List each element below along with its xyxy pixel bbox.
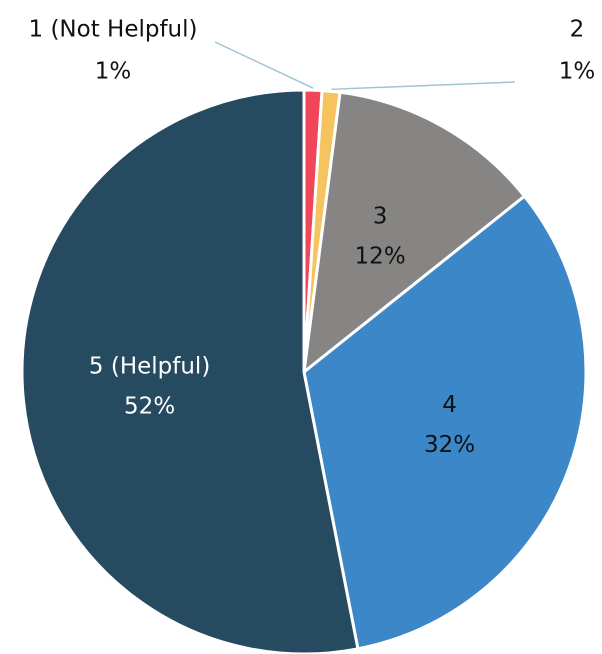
- slice-label: 3: [373, 203, 388, 229]
- slice-label: 1 (Not Helpful): [29, 17, 198, 43]
- slice-value-label: 1%: [95, 59, 132, 85]
- slice-label: 4: [442, 392, 457, 418]
- pie-slice: [302, 194, 588, 651]
- slice-label: 2: [570, 17, 585, 43]
- pie-slice: [302, 90, 526, 374]
- slice-label: 5 (Helpful): [89, 353, 210, 379]
- slice-value-label: 1%: [559, 59, 596, 85]
- slice-value-label: 32%: [424, 432, 475, 458]
- leader-line: [214, 41, 314, 89]
- leader-line: [331, 81, 516, 91]
- pie-slice: [20, 88, 360, 654]
- slice-value-label: 12%: [355, 243, 406, 269]
- slice-value-label: 52%: [124, 393, 175, 419]
